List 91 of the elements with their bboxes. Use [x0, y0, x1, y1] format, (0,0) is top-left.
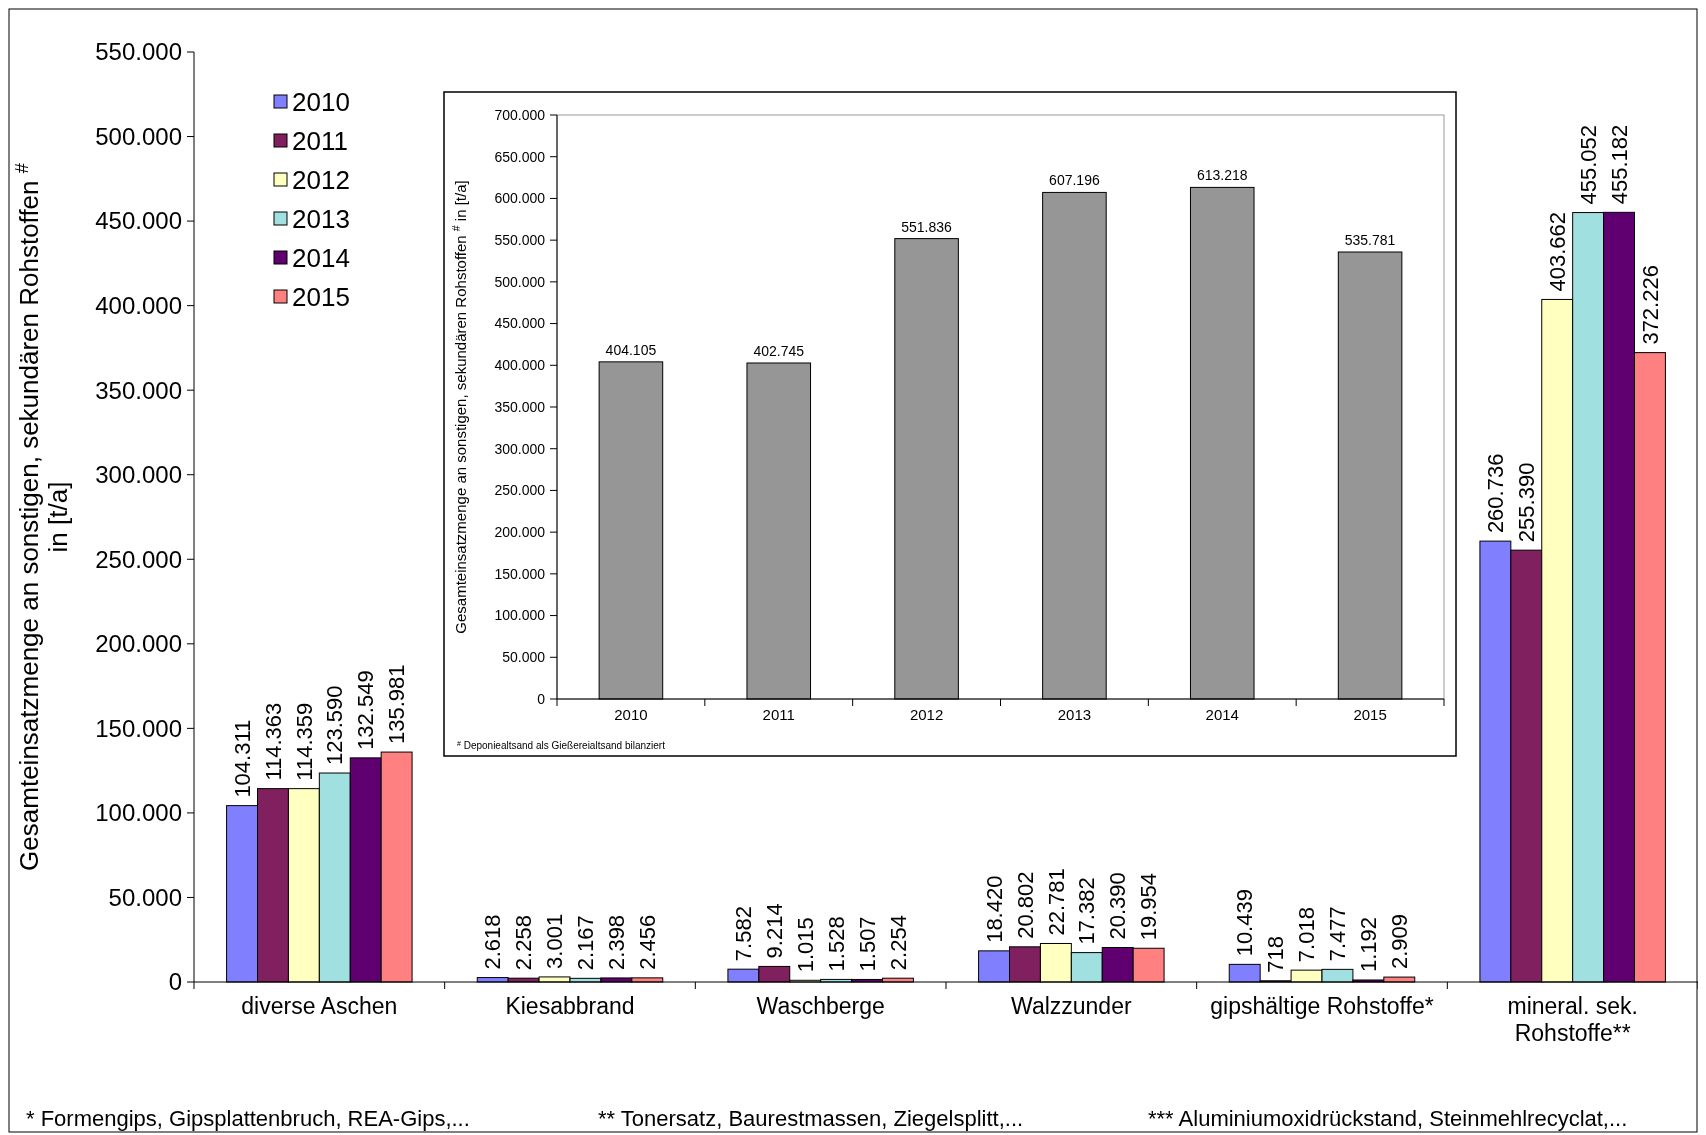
- legend-label: 2013: [292, 204, 350, 235]
- x-tick-label: Walzzunder: [1011, 993, 1132, 1020]
- y-tick-label: 100.000: [494, 607, 546, 624]
- data-label: 135.981: [384, 664, 410, 745]
- x-tick-label: 2012: [909, 706, 944, 723]
- data-label: 20.390: [1105, 872, 1131, 940]
- y-tick-label: 550.000: [95, 38, 182, 66]
- data-label: 7.582: [731, 906, 757, 962]
- data-label: 1.192: [1356, 916, 1382, 972]
- y-tick-label: 500.000: [95, 122, 182, 150]
- y-tick-label: 0: [537, 690, 546, 707]
- text: *** Aluminiumoxidrückstand, Steinmehlrecyclat,...: [1148, 1106, 1628, 1131]
- y-tick-label: 250.000: [95, 545, 182, 573]
- data-label: 455.182: [1606, 124, 1632, 205]
- y-tick-label: 50.000: [502, 649, 546, 666]
- data-label: 2.618: [480, 914, 506, 970]
- data-label: 20.802: [1012, 871, 1038, 939]
- data-label: 17.382: [1074, 877, 1100, 945]
- data-label: 2.167: [573, 915, 599, 971]
- data-label: 255.390: [1513, 462, 1539, 543]
- data-label: 2.254: [885, 915, 911, 971]
- data-label: 718: [1263, 936, 1289, 973]
- y-tick-label: 300.000: [95, 461, 182, 489]
- y-tick-label: 150.000: [494, 565, 546, 582]
- data-label: 403.662: [1544, 211, 1570, 292]
- data-label: 551.836: [901, 218, 953, 235]
- data-label: 1.528: [823, 916, 849, 972]
- y-tick-label: 500.000: [494, 273, 546, 290]
- data-label: 3.001: [542, 913, 568, 969]
- x-tick-label: gipshältige Rohstoffe*: [1210, 993, 1434, 1020]
- y-tick-label: 300.000: [494, 440, 546, 457]
- x-tick-label: Kiesabbrand: [505, 993, 635, 1020]
- y-tick-label: 400.000: [494, 357, 546, 374]
- data-label: 402.745: [753, 343, 805, 359]
- y-tick-label: 100.000: [95, 799, 182, 827]
- text: ** Tonersatz, Baurestmassen, Ziegelsplitt,...: [598, 1106, 1024, 1131]
- y-tick-label: 400.000: [95, 292, 182, 320]
- data-label: 22.781: [1043, 868, 1069, 936]
- x-tick-label: 2015: [1353, 706, 1387, 723]
- data-label: 123.590: [322, 685, 348, 766]
- y-tick-label: 350.000: [95, 376, 182, 404]
- legend-label: 2011: [292, 126, 348, 157]
- x-tick-label: 2013: [1057, 706, 1092, 723]
- legend-label: 2015: [292, 282, 350, 313]
- data-label: 114.363: [260, 702, 286, 781]
- y-tick-label: 250.000: [494, 482, 546, 499]
- y-tick-label: 350.000: [494, 398, 546, 415]
- y-tick-label: 200.000: [494, 524, 546, 541]
- data-label: 2.258: [511, 915, 537, 971]
- data-label: 1.507: [854, 916, 880, 972]
- data-label: 10.439: [1232, 889, 1258, 957]
- data-label: 2.909: [1386, 914, 1412, 970]
- y-tick-label: 600.000: [494, 190, 546, 207]
- data-label: 7.477: [1325, 906, 1351, 962]
- y-tick-label: 450.000: [95, 207, 182, 235]
- y-tick-label: 0: [168, 968, 182, 996]
- legend-label: 2012: [292, 165, 350, 196]
- data-label: 104.311: [229, 719, 255, 798]
- data-label: 2.398: [604, 914, 630, 970]
- data-label: 535.781: [1344, 232, 1396, 249]
- legend-label: 2010: [292, 87, 350, 118]
- x-tick-label: 2011: [762, 706, 795, 723]
- data-label: 19.954: [1136, 872, 1162, 941]
- data-label: 7.018: [1294, 907, 1320, 963]
- x-tick-label: Waschberge: [756, 993, 885, 1020]
- data-label: 132.549: [353, 670, 379, 750]
- data-label: 613.218: [1196, 167, 1248, 184]
- data-label: 260.736: [1483, 453, 1509, 534]
- legend-label: 2014: [292, 243, 350, 274]
- y-tick-label: 150.000: [95, 714, 182, 742]
- data-label: 455.052: [1575, 125, 1601, 205]
- text: * Formengips, Gipsplattenbruch, REA-Gips,...: [26, 1106, 470, 1131]
- data-label: 404.105: [605, 341, 657, 358]
- y-tick-label: 450.000: [494, 315, 546, 332]
- data-label: 18.420: [981, 875, 1007, 943]
- y-tick-label: 700.000: [494, 106, 546, 123]
- data-label: 1.015: [792, 917, 818, 973]
- y-tick-label: 550.000: [494, 232, 546, 249]
- x-tick-label: mineral. sek. Rohstoffe**: [1507, 993, 1638, 1046]
- data-label: 114.359: [291, 702, 317, 781]
- y-tick-label: 50.000: [108, 883, 182, 911]
- data-label: 9.214: [761, 903, 787, 959]
- y-tick-label: 200.000: [95, 630, 182, 658]
- data-label: 372.226: [1637, 265, 1663, 345]
- x-tick-label: 2010: [614, 706, 648, 723]
- annotation: $^{#}$ Deponiealtsand als Gießereialtsand bilanziert: [457, 739, 666, 751]
- y-tick-label: 650.000: [494, 148, 546, 165]
- x-tick-label: 2014: [1205, 706, 1239, 723]
- data-label: 2.456: [634, 914, 660, 970]
- x-tick-label: diverse Aschen: [241, 993, 398, 1020]
- data-label: 607.196: [1049, 172, 1100, 189]
